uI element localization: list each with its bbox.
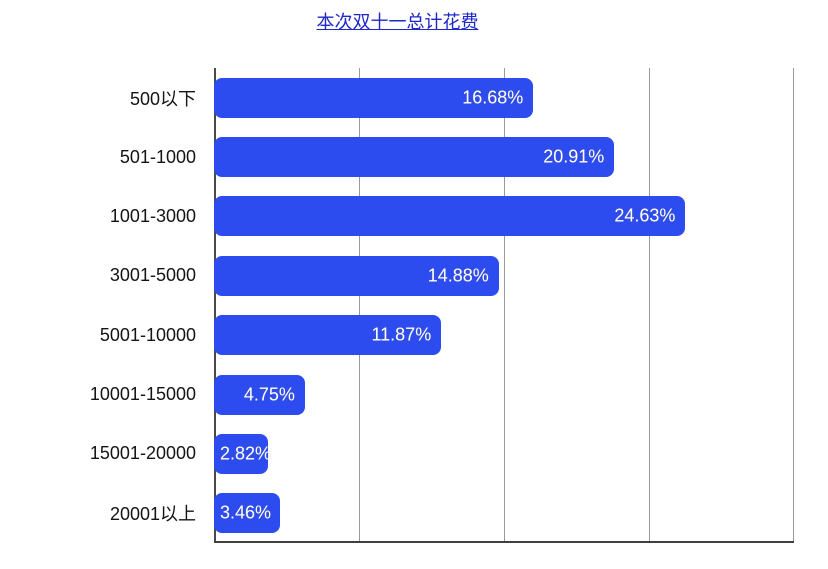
category-label: 1001-3000 xyxy=(109,205,196,226)
bar-track: 16.68% xyxy=(214,77,794,118)
chart-row: 3001-5000 14.88% xyxy=(0,246,794,305)
chart-row: 1001-3000 24.63% xyxy=(0,187,794,246)
gridline xyxy=(649,68,650,541)
chart-title-link[interactable]: 本次双十一总计花费 xyxy=(316,12,479,32)
gridline xyxy=(504,68,505,541)
bar: 16.68% xyxy=(214,77,534,118)
category-label: 3001-5000 xyxy=(109,265,196,286)
bar-track: 4.75% xyxy=(214,374,794,415)
value-label: 4.75% xyxy=(243,384,295,405)
gridline xyxy=(793,68,794,541)
bar-track: 2.82% xyxy=(214,433,794,474)
chart-row: 20001以上 3.46% xyxy=(0,484,794,543)
bar: 20.91% xyxy=(214,137,615,178)
bar-track: 24.63% xyxy=(214,196,794,237)
bar: 2.82% xyxy=(214,433,272,474)
value-label: 20.91% xyxy=(543,146,605,167)
bar-track: 11.87% xyxy=(214,315,794,356)
bar-chart: 500以下 16.68% 501-1000 20.91% 1001-3000 2… xyxy=(0,68,794,543)
value-label: 24.63% xyxy=(614,205,676,226)
bar-track: 3.46% xyxy=(214,493,794,534)
bar: 24.63% xyxy=(214,196,686,237)
chart-rows: 500以下 16.68% 501-1000 20.91% 1001-3000 2… xyxy=(0,68,794,543)
chart-title-row: 本次双十一总计花费 xyxy=(0,8,795,32)
bar: 3.46% xyxy=(214,493,281,534)
category-label: 500以下 xyxy=(129,88,196,109)
value-label: 11.87% xyxy=(371,324,432,345)
chart-figure: 本次双十一总计花费 500以下 16.68% 501-1000 20.91% 1… xyxy=(0,8,795,543)
chart-row: 500以下 16.68% xyxy=(0,68,794,127)
y-axis-line xyxy=(214,68,216,541)
value-label: 3.46% xyxy=(220,502,272,523)
category-label: 501-1000 xyxy=(119,146,196,167)
bar: 14.88% xyxy=(214,255,499,296)
category-label: 20001以上 xyxy=(109,504,196,525)
bar-track: 20.91% xyxy=(214,137,794,178)
chart-row: 15001-20000 2.82% xyxy=(0,424,794,483)
bar: 11.87% xyxy=(214,315,442,356)
value-label: 2.82% xyxy=(220,443,272,464)
gridline xyxy=(359,68,360,541)
value-label: 16.68% xyxy=(462,87,524,108)
value-label: 14.88% xyxy=(427,265,489,286)
chart-row: 10001-15000 4.75% xyxy=(0,365,794,424)
category-label: 5001-10000 xyxy=(99,324,196,345)
bar-track: 14.88% xyxy=(214,255,794,296)
chart-row: 5001-10000 11.87% xyxy=(0,306,794,365)
category-label: 10001-15000 xyxy=(89,384,196,405)
chart-row: 501-1000 20.91% xyxy=(0,127,794,186)
plot-area xyxy=(214,68,794,543)
bar: 4.75% xyxy=(214,374,305,415)
category-label: 15001-20000 xyxy=(89,443,196,464)
